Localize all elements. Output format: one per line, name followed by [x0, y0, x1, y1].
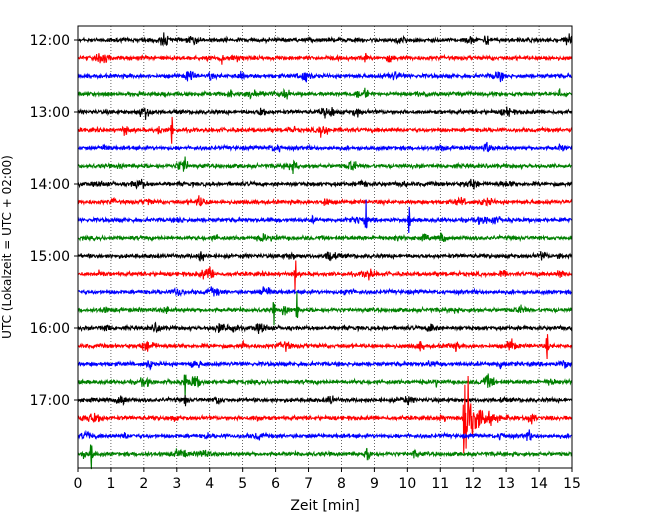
trace-1545 — [77, 291, 573, 326]
trace-1300 — [77, 106, 573, 120]
trace-1715 — [77, 375, 573, 454]
x-tick-label: 0 — [74, 476, 83, 492]
x-axis-ticks: 0 1 2 3 4 5 6 7 8 9 10 11 12 13 14 15 — [74, 468, 581, 492]
plot-frame — [77, 25, 573, 469]
trace-1445 — [77, 232, 572, 243]
x-tick-label: 12 — [464, 476, 482, 492]
trace-1415 — [77, 195, 573, 207]
trace-1730 — [77, 429, 573, 441]
trace-1215 — [77, 52, 572, 65]
y-tick-label: 12:00 — [30, 33, 70, 49]
x-tick-label: 9 — [370, 476, 379, 492]
y-axis-ticks: 12:00 13:00 14:00 15:00 16:00 17:00 — [30, 33, 78, 409]
trace-1600 — [77, 321, 573, 334]
trace-1515 — [77, 260, 573, 291]
y-tick-label: 13:00 — [30, 105, 70, 121]
trace-1200 — [77, 32, 573, 47]
x-tick-label: 5 — [238, 476, 247, 492]
y-axis-label: UTC (Lokalzeit = UTC + 02:00) — [0, 155, 14, 339]
x-tick-label: 2 — [139, 476, 148, 492]
trace-1330 — [77, 141, 573, 153]
x-tick-label: 6 — [271, 476, 280, 492]
trace-1400 — [77, 178, 573, 190]
x-tick-label: 11 — [431, 476, 449, 492]
x-tick-label: 7 — [304, 476, 313, 492]
trace-1530 — [77, 286, 573, 298]
trace-1430 — [77, 199, 572, 234]
trace-1500 — [77, 250, 573, 262]
x-tick-label: 3 — [172, 476, 181, 492]
trace-1615 — [77, 334, 573, 360]
x-tick-label: 10 — [398, 476, 416, 492]
trace-1315 — [77, 116, 573, 144]
x-tick-label: 13 — [497, 476, 515, 492]
trace-1345 — [77, 156, 572, 175]
trace-1245 — [77, 87, 573, 100]
x-tick-label: 1 — [106, 476, 115, 492]
trace-1645 — [77, 373, 573, 399]
y-tick-label: 14:00 — [30, 177, 70, 193]
trace-1745 — [77, 444, 573, 470]
x-tick-label: 4 — [205, 476, 214, 492]
trace-1230 — [77, 70, 573, 83]
x-tick-label: 8 — [337, 476, 346, 492]
y-tick-label: 17:00 — [30, 393, 70, 409]
x-axis-label: Zeit [min] — [290, 498, 359, 514]
seismogram-traces — [77, 32, 573, 470]
y-tick-label: 15:00 — [30, 249, 70, 265]
x-tick-label: 14 — [530, 476, 548, 492]
trace-1700 — [77, 395, 573, 407]
y-tick-label: 16:00 — [30, 321, 70, 337]
trace-1630 — [77, 359, 573, 371]
x-tick-label: 15 — [563, 476, 581, 492]
